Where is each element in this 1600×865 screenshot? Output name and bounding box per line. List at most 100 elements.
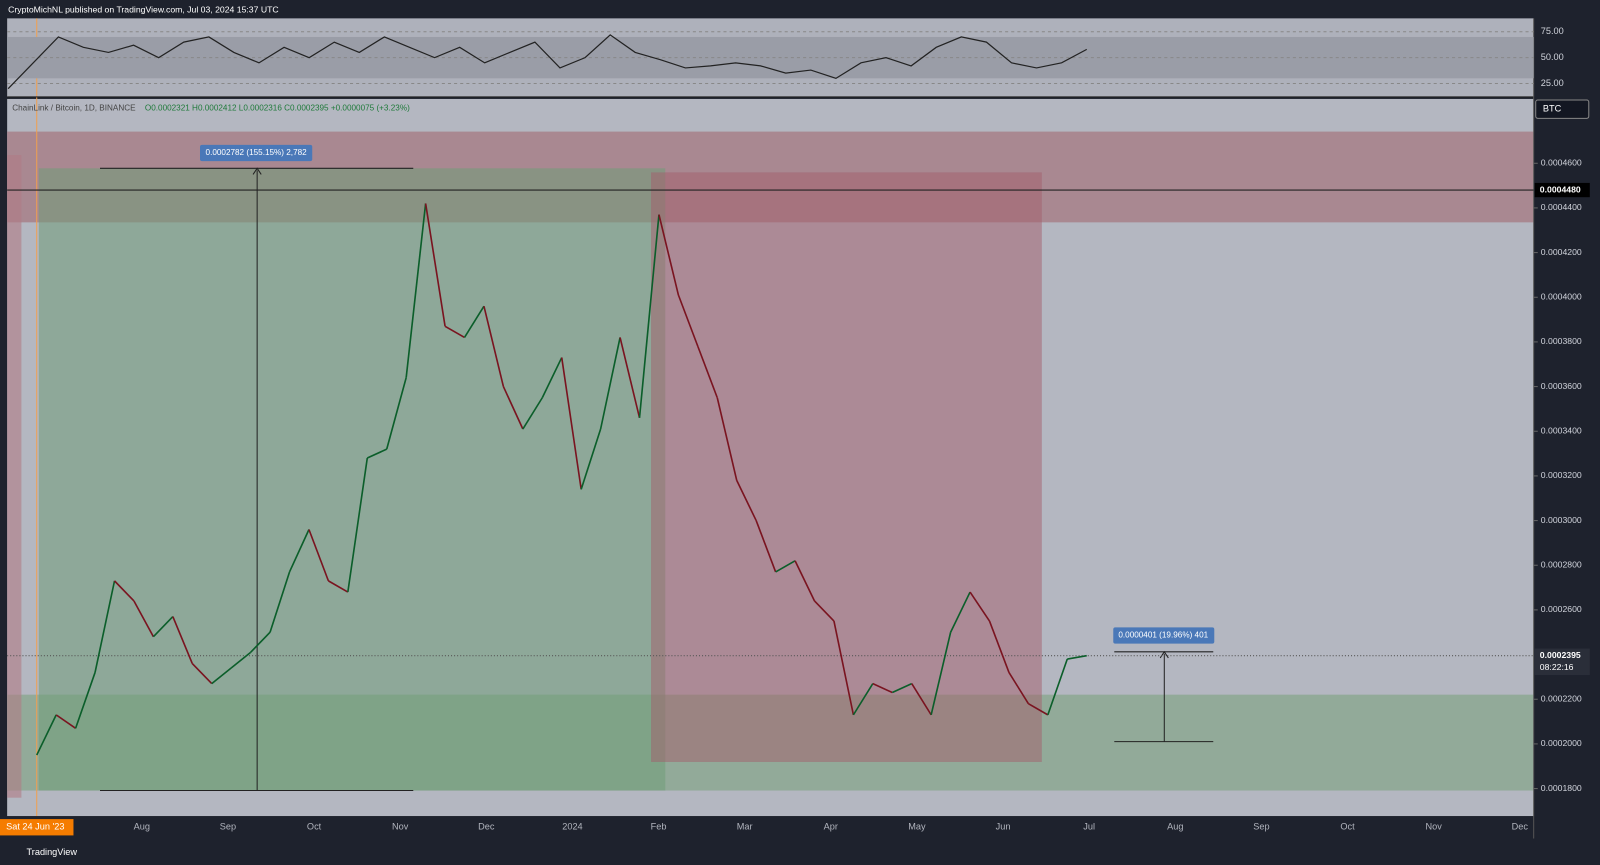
y-tick-label: 0.0002000 [1541,738,1582,748]
x-tick-label: Nov [392,822,409,832]
price-segment [133,600,155,638]
price-segment [152,616,174,638]
price-segment [1067,654,1087,660]
price-segment [716,397,738,481]
price-segment [949,591,971,633]
last-tag [1534,648,1590,676]
long-zone [38,168,666,791]
price-segment [619,337,641,419]
price-segment [230,651,252,669]
price-segment [988,620,1010,673]
price-segment [405,203,427,378]
price-segment [347,457,369,593]
measure-label: 0.0002782 (155.15%) 2,782 [206,148,308,157]
zone [7,155,22,798]
y-tick-label: 0.0003600 [1541,381,1582,391]
y-tick-label: 0.0004000 [1541,292,1582,302]
y-tick-label: 75.00 [1541,26,1564,36]
measure [100,167,1214,792]
price-segment [113,580,135,602]
x-start-label: Sat 24 Jun '23 [6,822,64,832]
price-segment [775,560,796,573]
price-segment [813,600,835,622]
price-segment [424,203,446,327]
price-segment [191,662,213,685]
price-segment [755,520,777,573]
measure-label-box [200,144,313,162]
countdown: 08:22:16 [1540,662,1574,672]
price-segment [580,428,602,490]
y-tick-label: 0.0001800 [1541,783,1582,793]
price-segment [94,580,116,673]
price-segment [522,397,543,430]
price-segment [269,571,291,633]
measure-label-box [1113,627,1215,644]
y-tick-label: 0.0004600 [1541,158,1582,168]
symbol: ChainLink / Bitcoin, 1D, BINANCE [12,103,136,112]
price-segment [483,305,505,387]
ohlc: O0.0002321 H0.0002412 L0.0002316 C0.0002… [145,103,410,112]
x-tick-label: Dec [478,822,495,832]
currency: BTC [1543,104,1562,114]
price-segment [250,631,271,653]
price-segment [55,714,77,729]
y-tick-label: 0.0003400 [1541,426,1582,436]
price-segment [444,325,465,339]
y-tick-label: 50.00 [1541,52,1564,62]
x-tick-label: Feb [651,822,667,832]
price-segment [463,305,485,338]
price-segment [366,448,388,459]
start-tag [0,819,74,836]
price-segment [385,377,407,450]
price-segment [1008,672,1030,705]
y-tick-label: 0.0004400 [1541,202,1582,212]
y-tick-label: 0.0003200 [1541,470,1582,480]
x-tick-label: Apr [824,822,838,832]
price-segment [677,294,699,347]
price-segment [172,616,194,664]
price-segment [697,346,719,399]
price-segment [288,529,310,573]
currency-box [1535,99,1590,119]
short-zone [651,172,1042,762]
price-segment [833,620,855,716]
price-segment [911,683,932,716]
x-tick-label: Sep [220,822,236,832]
price-segment [891,682,913,694]
price-segment [211,667,232,685]
price-segment [599,337,621,430]
price-segment [1027,702,1049,716]
x-tick-label: Oct [307,822,322,832]
y-tick-label: 0.0002600 [1541,604,1582,614]
price-segment [502,386,524,430]
price-segment [308,529,330,582]
x-tick-label: Mar [737,822,753,832]
y-tick-label: 0.0002200 [1541,694,1582,704]
y-tick-label: 0.0004200 [1541,247,1582,257]
footer: TradingView [27,847,78,857]
price-segment [35,714,57,756]
price-segment [74,672,96,729]
price-segment [1047,658,1069,716]
x-tick-label: Sep [1253,822,1269,832]
x-tick-label: Aug [134,822,150,832]
y-tick-label: 0.0003000 [1541,515,1582,525]
x-tick-label: Dec [1512,822,1529,832]
price-segment [638,214,660,418]
x-tick-label: 2024 [562,822,582,832]
header: CryptoMichNL published on TradingView.co… [8,4,278,14]
y-tick-label: 0.0003800 [1541,336,1582,346]
x-tick-label: Nov [1426,822,1443,832]
price-segment [735,480,757,521]
measure-label: 0.0000401 (19.96%) 401 [1118,631,1208,640]
x-tick-label: Jul [1083,822,1095,832]
price-segment [327,580,349,593]
price-segment [560,357,582,490]
level-label: 0.0004480 [1540,184,1581,194]
rsi-line [7,34,1088,90]
price-segment [872,682,893,694]
y-tick-label: 25.00 [1541,78,1564,88]
price-segment [794,560,816,602]
